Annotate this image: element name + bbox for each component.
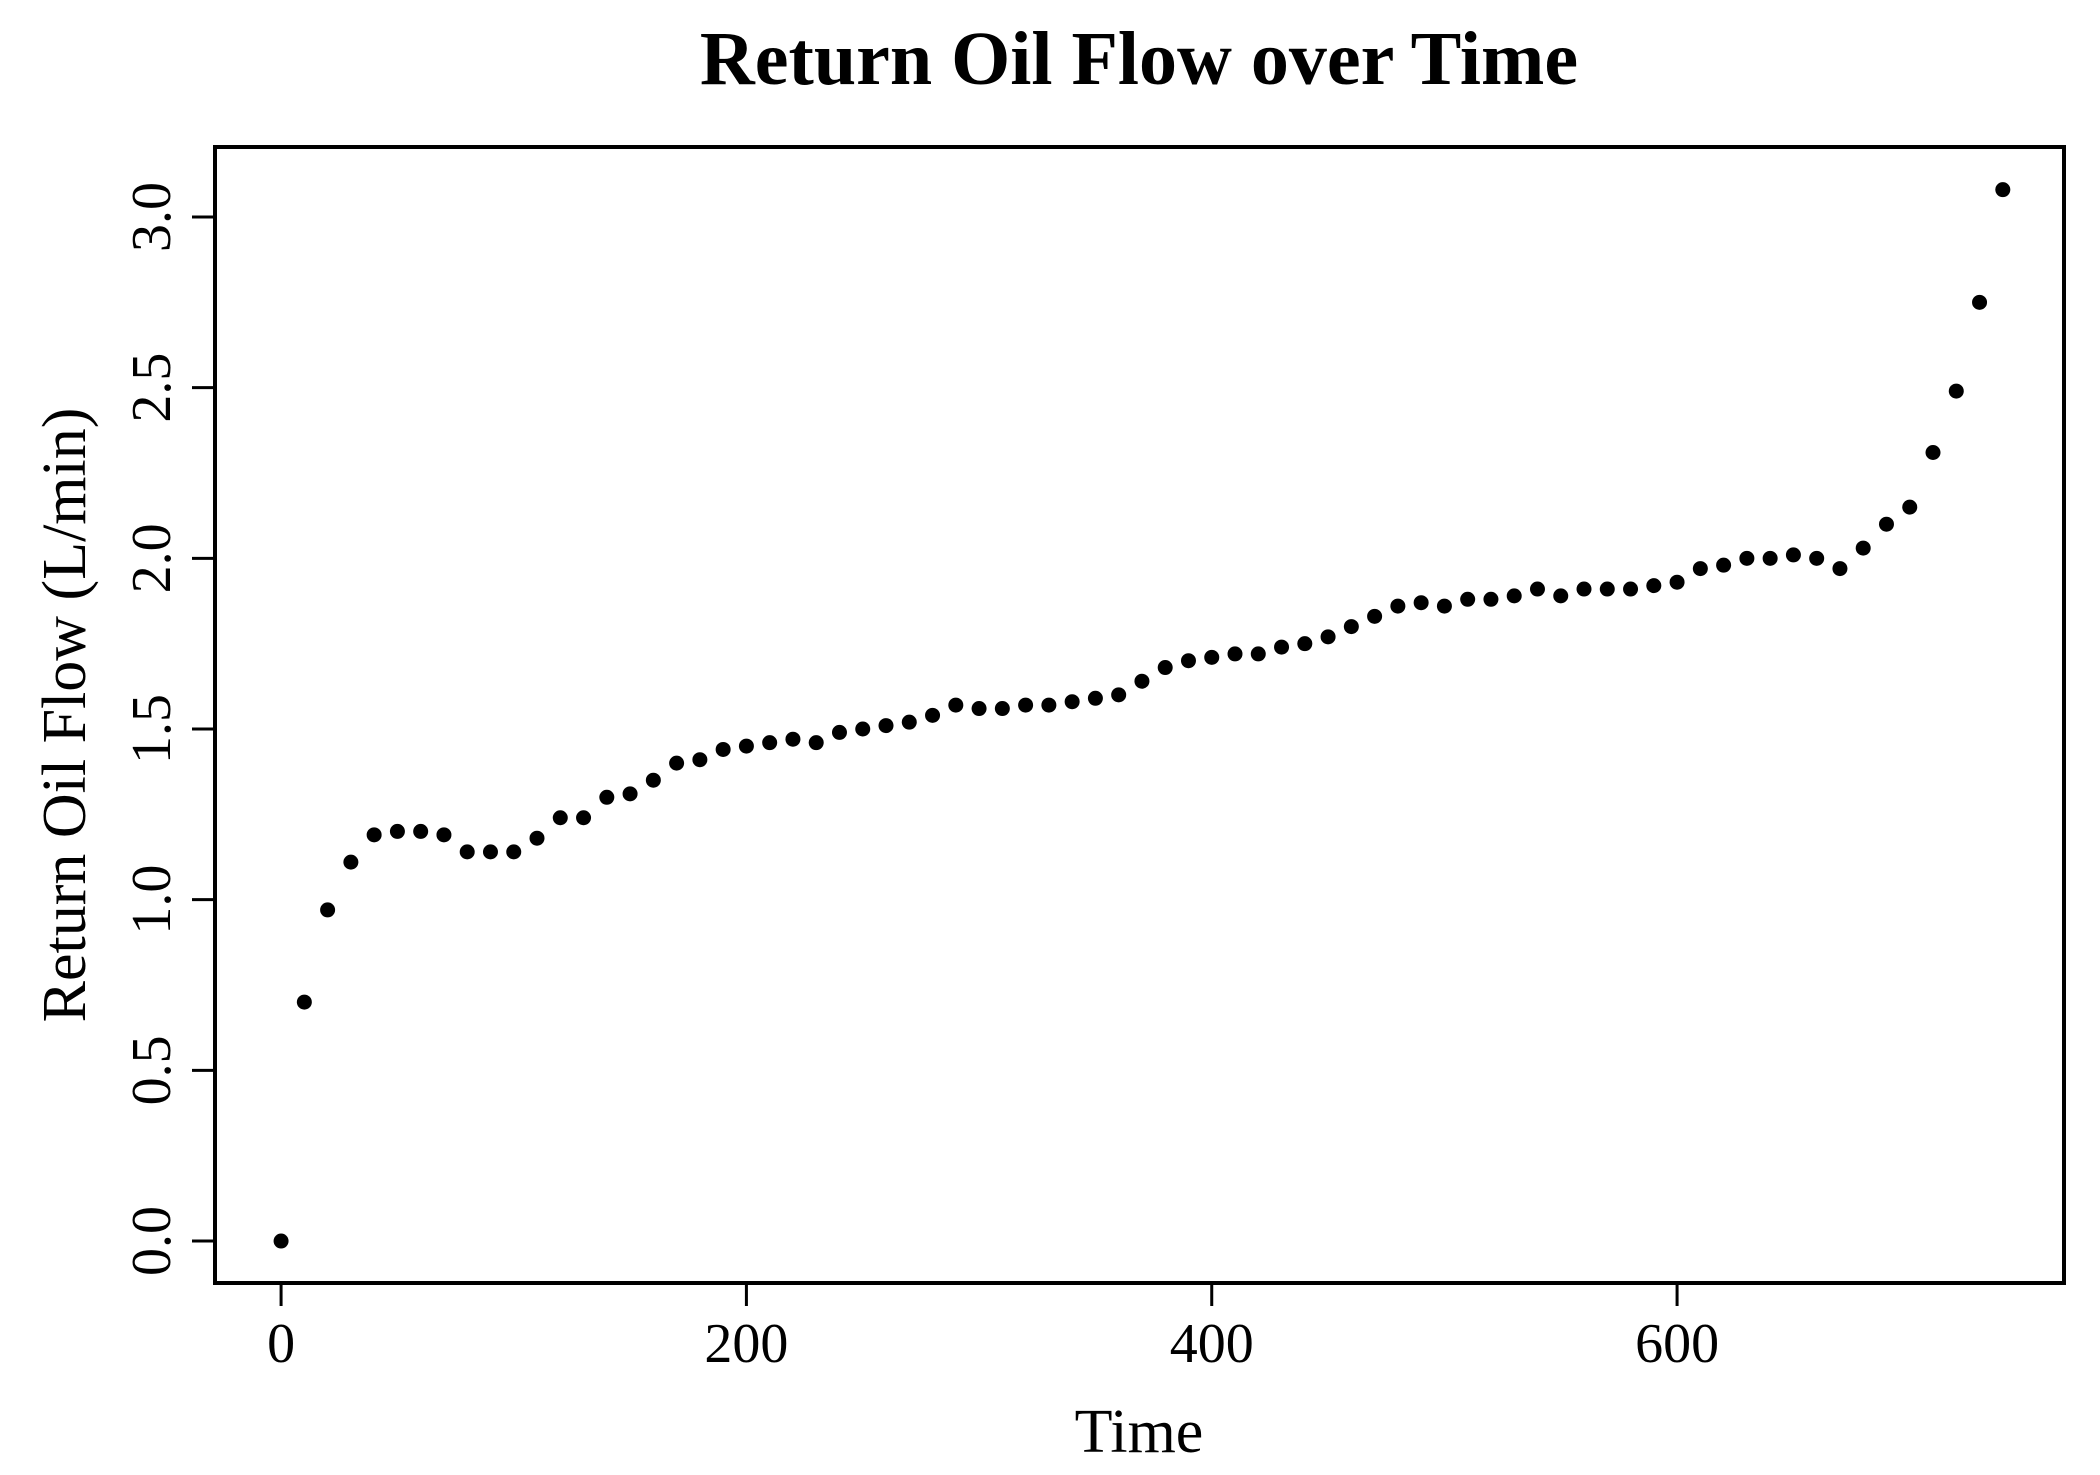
x-tick-label: 600 <box>1635 1313 1719 1375</box>
data-point <box>901 714 917 730</box>
data-point <box>1553 588 1569 604</box>
data-point <box>715 741 731 757</box>
data-point <box>1204 649 1220 665</box>
data-point <box>1902 499 1918 515</box>
data-point <box>971 701 987 717</box>
data-points <box>273 182 2011 1249</box>
data-point <box>529 830 545 846</box>
data-point <box>762 735 778 751</box>
data-point <box>1483 591 1499 607</box>
data-point <box>808 735 824 751</box>
data-point <box>1297 636 1313 652</box>
data-point <box>1832 561 1848 577</box>
data-point <box>1320 629 1336 645</box>
data-point <box>1506 588 1522 604</box>
data-point <box>413 823 429 839</box>
y-tick-label: 2.5 <box>121 353 183 423</box>
data-point <box>1460 591 1476 607</box>
x-axis: 0 200 400 600 <box>267 1283 1719 1375</box>
data-point <box>576 810 592 826</box>
data-point <box>855 721 871 737</box>
data-point <box>994 701 1010 717</box>
data-point <box>1669 574 1685 590</box>
data-point <box>459 844 475 860</box>
data-point <box>1134 673 1150 689</box>
data-point <box>738 738 754 754</box>
data-point <box>1762 550 1778 566</box>
data-point <box>1623 581 1639 597</box>
data-point <box>506 844 522 860</box>
data-point <box>1646 578 1662 594</box>
data-point <box>1809 550 1825 566</box>
data-point <box>1692 561 1708 577</box>
data-point <box>1087 690 1103 706</box>
data-point <box>878 718 894 734</box>
data-point <box>1367 608 1383 624</box>
data-point <box>692 752 708 768</box>
data-point <box>622 786 638 802</box>
data-point <box>1878 516 1894 532</box>
data-point <box>1995 182 2011 198</box>
data-point <box>1250 646 1266 662</box>
data-point <box>785 731 801 747</box>
data-point <box>948 697 964 713</box>
data-point <box>366 827 382 843</box>
data-point <box>482 844 498 860</box>
data-point <box>831 724 847 740</box>
data-point <box>1855 540 1871 556</box>
data-point <box>1041 697 1057 713</box>
x-tick-label: 200 <box>704 1313 788 1375</box>
data-point <box>1018 697 1034 713</box>
data-point <box>1413 595 1429 611</box>
data-point <box>320 902 336 918</box>
data-point <box>925 707 941 723</box>
y-tick-label: 1.5 <box>121 694 183 764</box>
data-point <box>1925 445 1941 461</box>
data-point <box>1111 687 1127 703</box>
data-point <box>1948 383 1964 399</box>
data-point <box>1180 653 1196 669</box>
data-point <box>1064 694 1080 710</box>
data-point <box>1390 598 1406 614</box>
data-point <box>389 823 405 839</box>
data-point <box>273 1233 289 1249</box>
data-point <box>296 994 312 1010</box>
data-point <box>1739 550 1755 566</box>
x-axis-label: Time <box>1075 1398 1204 1466</box>
y-axis-label: Return Oil Flow (L/min) <box>31 408 99 1023</box>
data-point <box>1972 294 1988 310</box>
data-point <box>669 755 685 771</box>
data-point <box>1274 639 1290 655</box>
data-point <box>343 854 359 870</box>
data-point <box>599 789 615 805</box>
y-tick-label: 0.0 <box>121 1206 183 1276</box>
y-tick-label: 3.0 <box>121 182 183 252</box>
data-point <box>1436 598 1452 614</box>
data-point <box>436 827 452 843</box>
data-point <box>1716 557 1732 573</box>
data-point <box>1785 547 1801 563</box>
y-tick-label: 2.0 <box>121 523 183 593</box>
data-point <box>1227 646 1243 662</box>
data-point <box>1576 581 1592 597</box>
y-tick-label: 0.5 <box>121 1035 183 1105</box>
data-point <box>645 772 661 788</box>
plot-box <box>213 145 2066 1285</box>
data-point <box>1343 619 1359 635</box>
data-point <box>1157 660 1173 676</box>
data-point <box>1599 581 1615 597</box>
y-tick-label: 1.0 <box>121 865 183 935</box>
y-axis: 0.0 0.5 1.0 1.5 2.0 2.5 3.0 <box>121 182 215 1276</box>
data-point <box>552 810 568 826</box>
chart-title: Return Oil Flow over Time <box>700 17 1578 101</box>
data-point <box>1529 581 1545 597</box>
x-tick-label: 400 <box>1170 1313 1254 1375</box>
x-tick-label: 0 <box>267 1313 295 1375</box>
